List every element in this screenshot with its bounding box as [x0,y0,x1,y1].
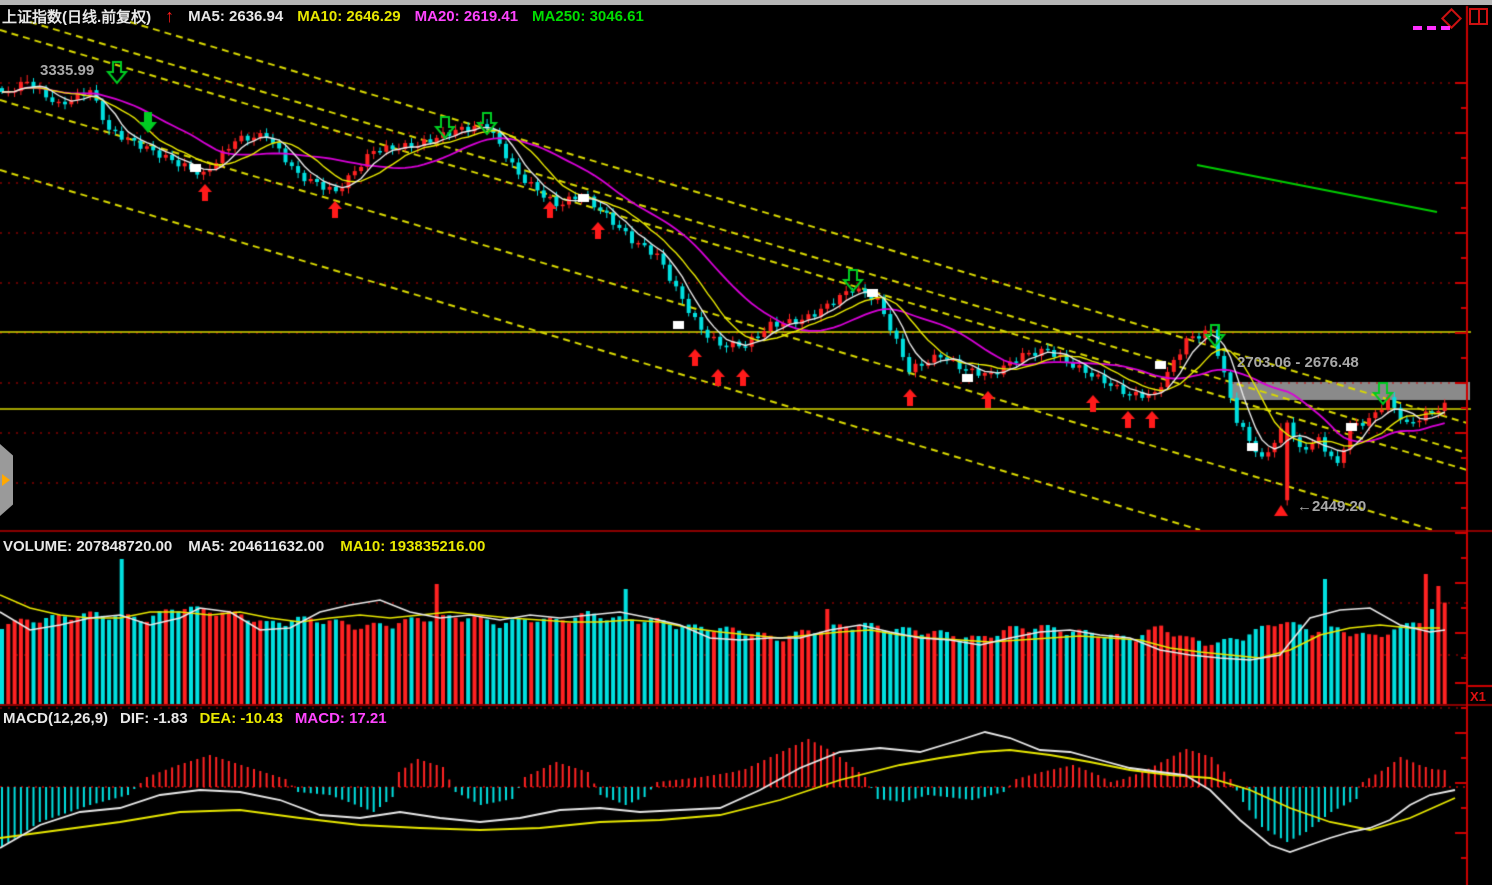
macd-header: MACD(12,26,9) DIF: -1.83 DEA: -10.43 MAC… [3,710,399,727]
volume-ma5-value: MA5: 204611632.00 [188,538,325,555]
zoom-level-indicator[interactable]: X1 [1470,689,1486,704]
ma250-value: MA250: 3046.61 [532,8,644,25]
volume-ma10-value: MA10: 193835216.00 [340,538,486,555]
low-price-label: ←2449.20 [1297,498,1367,515]
main-chart-header: 上证指数(日线.前复权) ↑ MA5: 2636.94 MA10: 2646.2… [2,6,658,27]
macd-dea-value: DEA: -10.43 [199,710,283,727]
ma10-value: MA10: 2646.29 [297,8,401,25]
peak-price-label: 3335.99 [40,62,95,79]
volume-value: VOLUME: 207848720.00 [3,538,173,555]
expand-arrow-icon [2,474,10,486]
drawing-dashes-icon [1408,26,1450,30]
page-title: 上证指数(日线.前复权) [2,9,152,26]
split-window-icon[interactable] [1469,8,1488,25]
macd-macd-value: MACD: 17.21 [294,710,387,727]
header-toolbar [1440,7,1488,30]
up-arrow-icon: ↑ [165,6,175,26]
macd-dif-value: DIF: -1.83 [120,710,188,727]
macd-params: MACD(12,26,9) [3,710,109,727]
gap-price-label: 2703.06 - 2676.48 [1237,354,1359,371]
ma20-value: MA20: 2619.41 [414,8,519,25]
volume-header: VOLUME: 207848720.00 MA5: 204611632.00 M… [3,538,501,555]
ma5-value: MA5: 2636.94 [188,8,284,25]
sidebar-expand-tab[interactable] [0,444,13,516]
